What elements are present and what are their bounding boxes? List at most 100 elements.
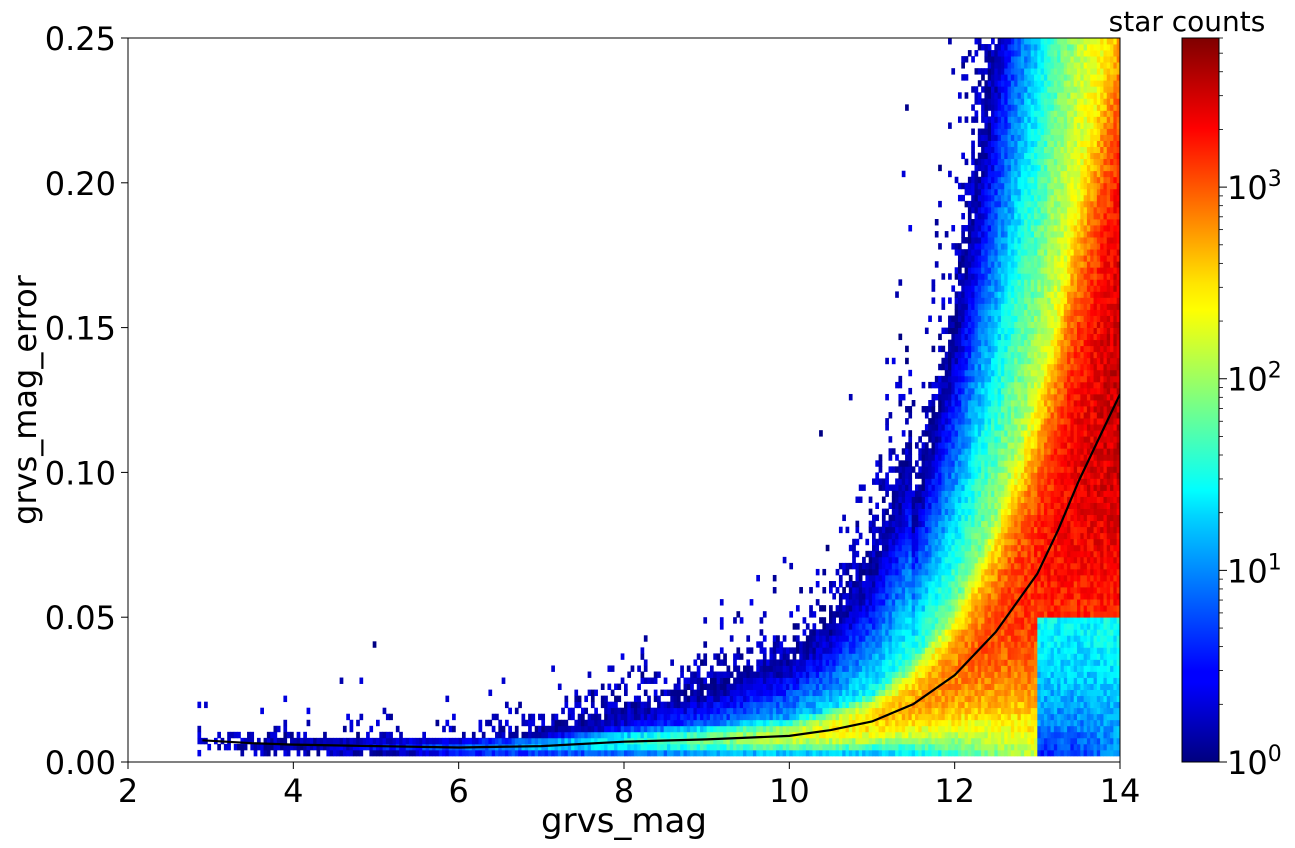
heatmap-cell: [607, 701, 612, 709]
heatmap-cell: [921, 611, 926, 618]
heatmap-cell: [898, 490, 903, 497]
heatmap-cell: [1000, 514, 1005, 522]
heatmap-cell: [842, 671, 846, 678]
heatmap-cell: [607, 737, 612, 745]
heatmap-cell: [842, 587, 846, 594]
heatmap-cell: [752, 689, 757, 697]
heatmap-cell: [776, 665, 780, 672]
heatmap-cell: [977, 418, 982, 425]
heatmap-cell: [633, 725, 638, 733]
heatmap-cell: [653, 719, 658, 727]
heatmap-cell: [749, 671, 754, 678]
heatmap-cell: [852, 593, 856, 600]
heatmap-cell: [895, 478, 899, 485]
heatmap-cell: [776, 749, 780, 757]
heatmap-cell: [845, 701, 850, 709]
heatmap-cell: [736, 671, 741, 678]
heatmap-cell: [905, 725, 909, 733]
heatmap-cell: [957, 357, 962, 365]
heatmap-cell: [723, 725, 727, 733]
heatmap-cell: [994, 472, 999, 479]
heatmap-cell: [819, 647, 823, 654]
heatmap-cell: [961, 285, 965, 292]
heatmap-cell: [805, 671, 810, 678]
heatmap-cell: [981, 194, 985, 202]
heatmap-cell: [657, 725, 661, 733]
heatmap-cell: [971, 406, 975, 413]
heatmap-cell: [875, 587, 880, 594]
heatmap-cell: [842, 743, 846, 751]
heatmap-cell: [1000, 279, 1005, 286]
heatmap-cell: [961, 526, 965, 534]
heatmap-cell: [739, 653, 744, 660]
heatmap-cell: [504, 749, 509, 757]
heatmap-cell: [941, 677, 946, 684]
heatmap-cell: [948, 381, 952, 389]
heatmap-cell: [719, 695, 724, 703]
heatmap-cell: [825, 689, 830, 697]
heatmap-cell: [964, 478, 969, 485]
heatmap-cell: [931, 743, 936, 751]
heatmap-cell: [564, 719, 569, 727]
heatmap-cell: [928, 665, 932, 672]
heatmap-cell: [984, 393, 989, 401]
heatmap-cell: [984, 363, 989, 371]
heatmap-cell: [951, 448, 956, 455]
heatmap-cell: [938, 381, 942, 389]
heatmap-cell: [967, 514, 972, 522]
heatmap-cell: [633, 731, 638, 739]
heatmap-cell: [802, 695, 807, 703]
heatmap-cell: [719, 671, 724, 678]
heatmap-cell: [865, 581, 870, 588]
heatmap-cell: [1000, 647, 1005, 654]
heatmap-cell: [944, 647, 949, 654]
heatmap-cell: [799, 647, 803, 654]
heatmap-cell: [961, 393, 965, 401]
heatmap-cell: [610, 731, 615, 739]
heatmap-cell: [723, 677, 727, 684]
heatmap-cell: [772, 713, 777, 721]
heatmap-cell: [356, 737, 360, 745]
heatmap-cell: [769, 713, 774, 721]
heatmap-cell: [997, 635, 1002, 642]
heatmap-cell: [981, 146, 985, 154]
heatmap-cell: [657, 707, 661, 715]
heatmap-cell: [991, 478, 995, 485]
heatmap-cell: [1000, 629, 1005, 636]
heatmap-cell: [938, 635, 942, 642]
heatmap-cell: [991, 291, 995, 298]
heatmap-cell: [971, 315, 975, 322]
heatmap-cell: [296, 743, 301, 751]
heatmap-cell: [941, 695, 946, 703]
heatmap-cell: [643, 743, 648, 751]
heatmap-cell: [868, 587, 873, 594]
heatmap-cell: [885, 526, 889, 534]
heatmap-cell: [829, 671, 833, 678]
heatmap-cell: [895, 659, 899, 666]
heatmap-cell: [908, 653, 913, 660]
heatmap-cell: [888, 653, 893, 660]
heatmap-cell: [961, 369, 965, 377]
heatmap-cell: [964, 279, 969, 286]
heatmap-cell: [762, 635, 767, 642]
heatmap-cell: [888, 743, 893, 751]
heatmap-cell: [303, 731, 307, 739]
heatmap-cell: [941, 375, 946, 383]
heatmap-cell: [901, 701, 906, 709]
heatmap-cell: [802, 641, 807, 648]
heatmap-cell: [508, 749, 512, 757]
heatmap-cell: [987, 743, 992, 751]
heatmap-cell: [782, 701, 787, 709]
heatmap-cell: [967, 351, 972, 359]
heatmap-cell: [835, 713, 840, 721]
heatmap-cell: [987, 484, 992, 491]
heatmap-cell: [862, 562, 866, 570]
heatmap-cell: [895, 743, 899, 751]
heatmap-cell: [858, 562, 863, 570]
heatmap-cell: [848, 581, 853, 588]
heatmap-cell: [944, 393, 949, 401]
heatmap-cell: [987, 731, 992, 739]
heatmap-cell: [746, 743, 751, 751]
heatmap-cell: [581, 731, 585, 739]
heatmap-cell: [752, 671, 757, 678]
